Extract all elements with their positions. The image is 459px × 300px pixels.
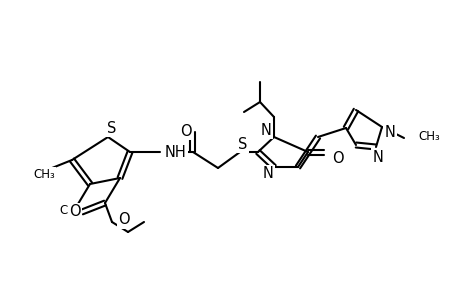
Text: O: O [69,205,81,220]
Text: S: S [107,121,117,136]
Text: O: O [180,124,191,139]
Text: N: N [384,124,395,140]
Text: S: S [238,136,247,152]
Text: N: N [262,167,273,182]
Text: NH: NH [165,145,186,160]
Text: CH₃: CH₃ [417,130,439,142]
Text: N: N [372,149,383,164]
Text: O: O [331,151,343,166]
Text: O: O [118,212,129,227]
Text: CH₃: CH₃ [33,167,55,181]
Text: CH₃: CH₃ [59,205,81,218]
Text: N: N [260,122,271,137]
